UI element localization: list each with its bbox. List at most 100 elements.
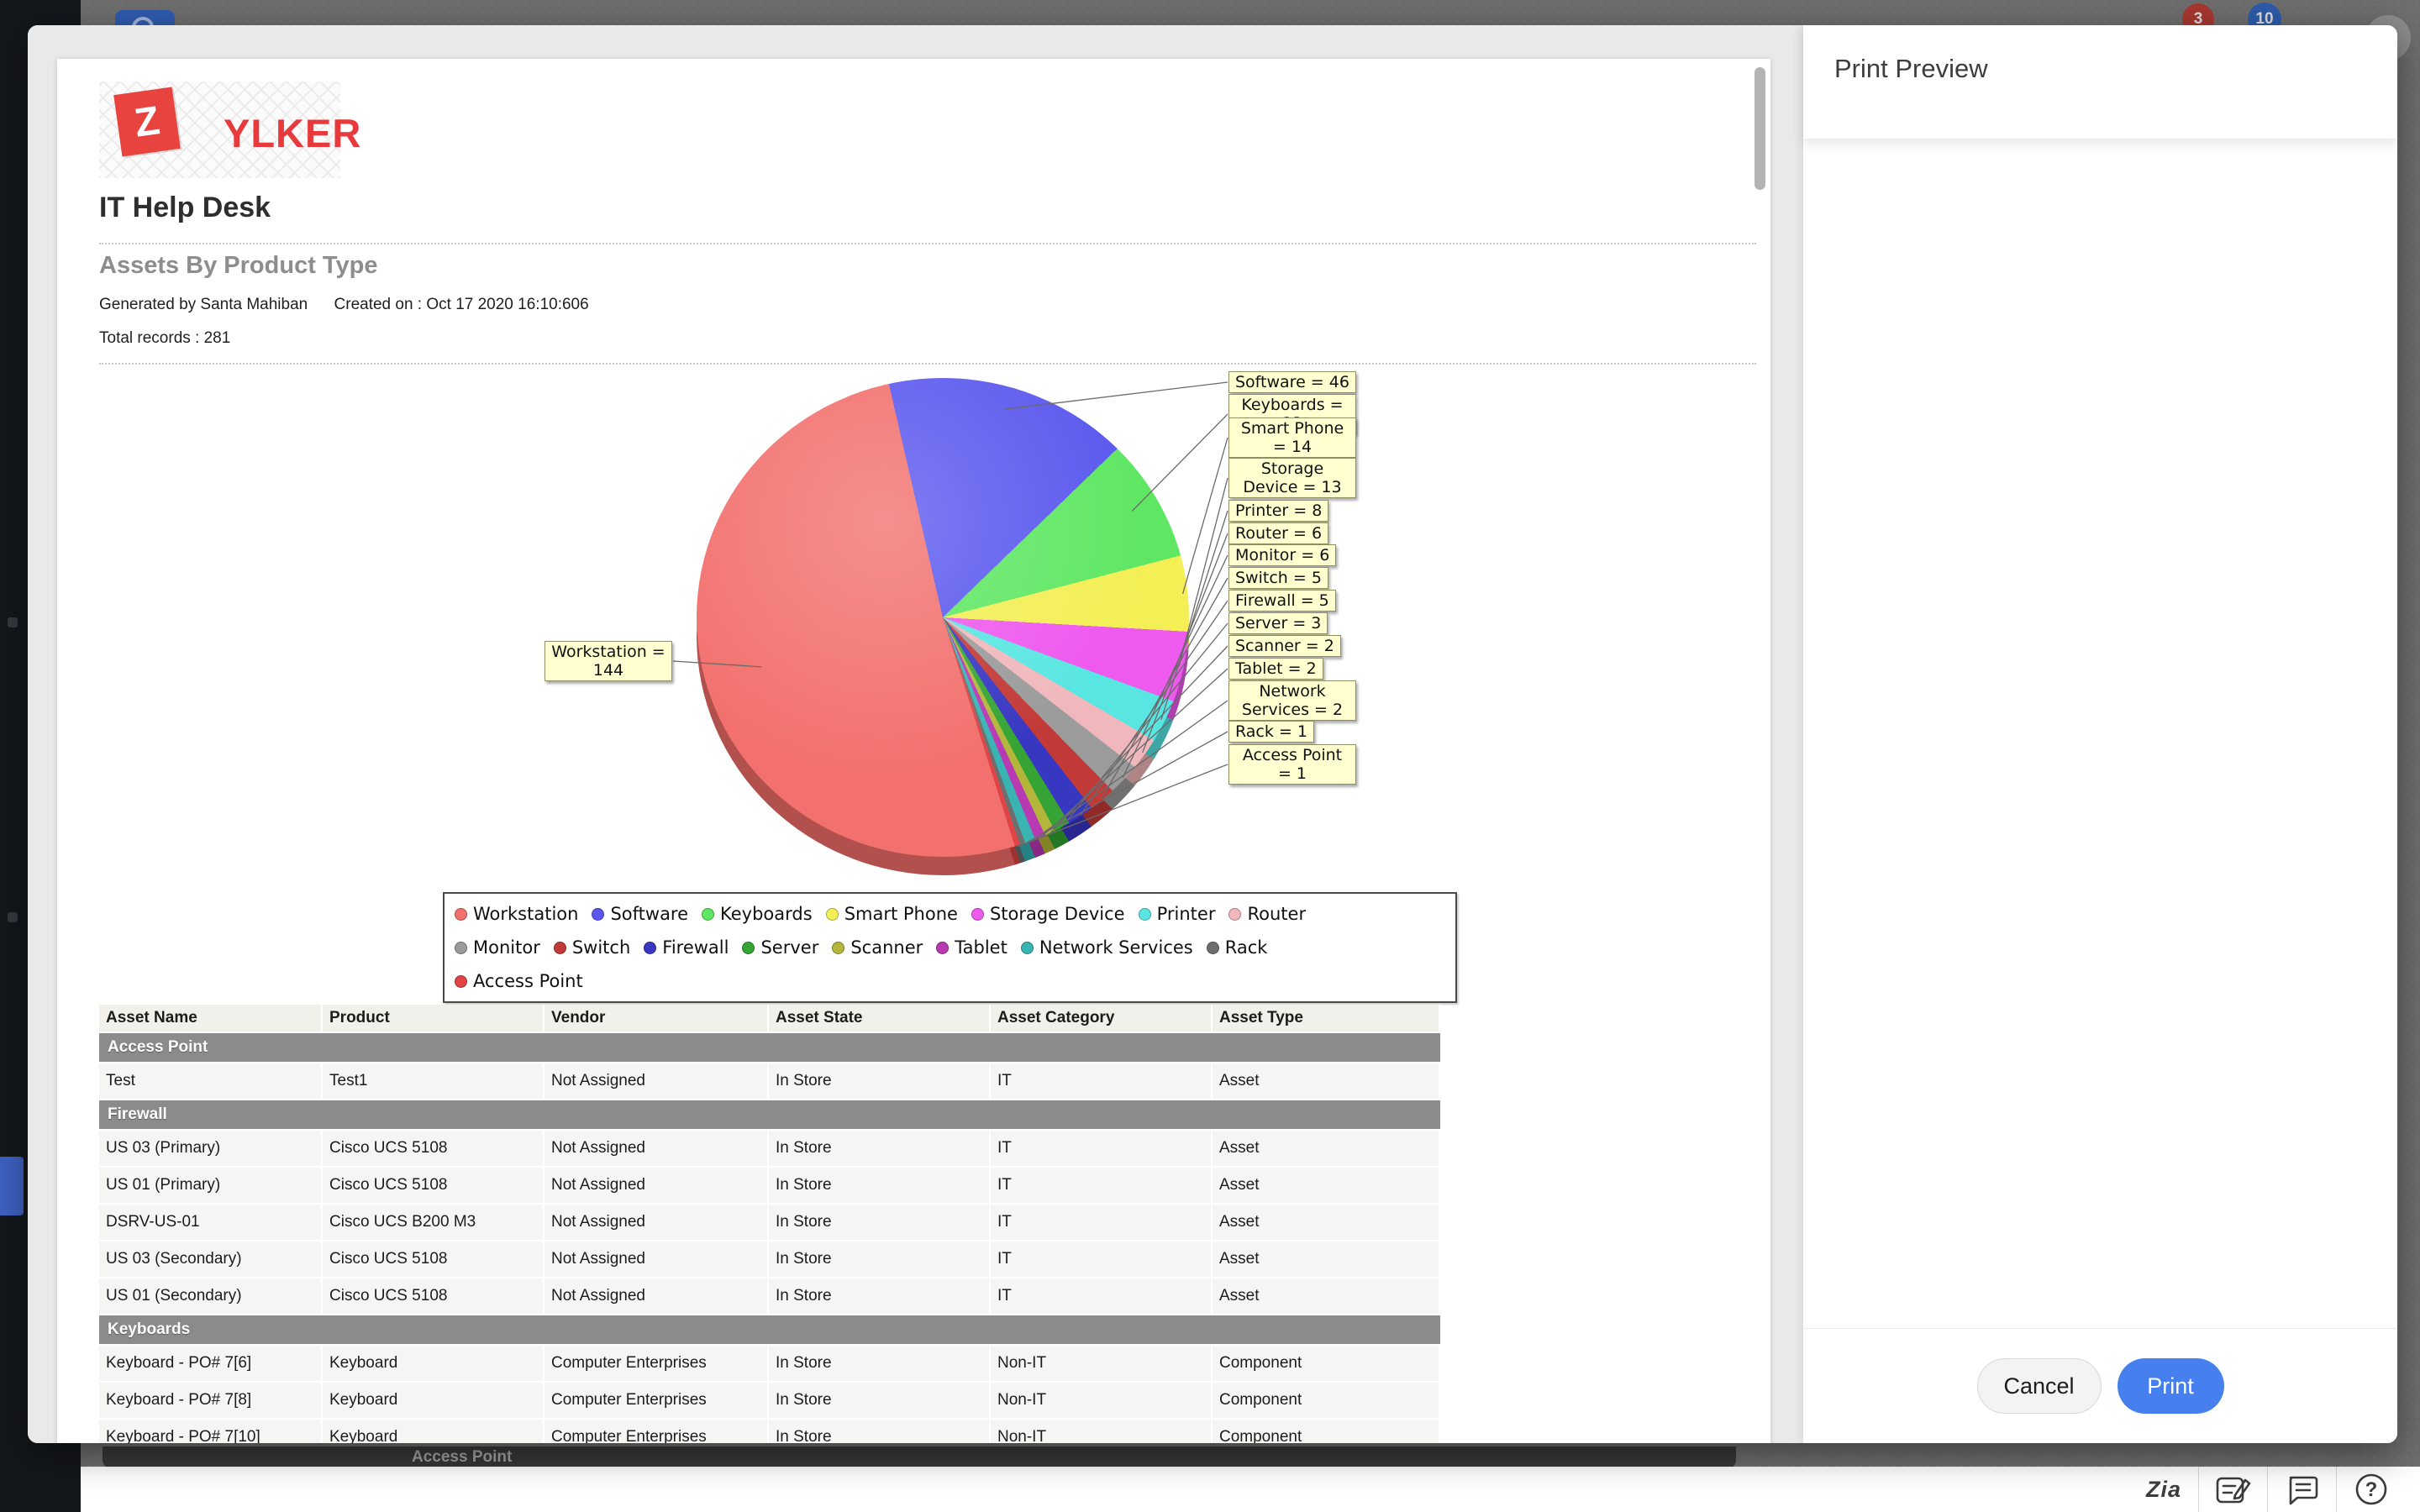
sidebar-icon <box>8 617 18 627</box>
zylker-logo-text: YLKER <box>224 111 362 155</box>
column-header: Asset Category <box>991 1005 1213 1032</box>
table-cell: In Store <box>769 1168 991 1203</box>
column-header: Asset Type <box>1213 1005 1440 1032</box>
table-cell: Not Assigned <box>544 1168 769 1203</box>
legend-item: Network Services <box>1020 937 1193 958</box>
zylker-logo-mark: Z <box>113 87 181 157</box>
table-cell: Cisco UCS 5108 <box>323 1131 544 1166</box>
table-cell: Not Assigned <box>544 1278 769 1314</box>
table-cell: Non-IT <box>991 1420 1213 1443</box>
column-header: Asset State <box>769 1005 991 1032</box>
legend-color-dot <box>825 907 839 921</box>
pie-callout: Rack = 1 <box>1228 721 1314 743</box>
divider <box>99 243 1756 244</box>
divider <box>99 363 1756 365</box>
table-cell: Keyboard <box>323 1420 544 1443</box>
table-cell: US 01 (Primary) <box>99 1168 323 1203</box>
print-button[interactable]: Print <box>2117 1358 2224 1414</box>
pie-callout: Switch = 5 <box>1228 567 1328 589</box>
table-cell: Not Assigned <box>544 1242 769 1277</box>
table-cell: Computer Enterprises <box>544 1420 769 1443</box>
table-group-header: Firewall <box>99 1100 1440 1129</box>
table-cell: Non-IT <box>991 1346 1213 1381</box>
table-cell: Asset <box>1213 1168 1440 1203</box>
column-header: Vendor <box>544 1005 769 1032</box>
table-cell: Non-IT <box>991 1383 1213 1418</box>
table-cell: Cisco UCS 5108 <box>323 1168 544 1203</box>
table-header-row: Asset Name Product Vendor Asset State Asset … <box>99 1005 1440 1032</box>
zylker-logo: Z YLKER <box>99 81 360 178</box>
pie-callout: Network Services = 2 <box>1228 680 1356 721</box>
legend-item: Firewall <box>644 937 729 958</box>
table-cell: Not Assigned <box>544 1063 769 1099</box>
table-row: US 01 (Secondary) Cisco UCS 5108 Not Assig… <box>99 1278 1440 1314</box>
table-cell: IT <box>991 1278 1213 1314</box>
report-title: Assets By Product Type <box>99 252 378 279</box>
pie-callout: Storage Device = 13 <box>1228 458 1356 498</box>
legend-color-dot <box>1138 907 1151 921</box>
table-group-header: Keyboards <box>99 1315 1440 1344</box>
zia-assistant-button[interactable]: Zia <box>2129 1467 2198 1512</box>
table-cell: Cisco UCS 5108 <box>323 1242 544 1277</box>
dimmed-sticky-group-header: Access Point <box>103 1446 1736 1468</box>
table-row: Keyboard - PO# 7[8] Keyboard Computer Ente… <box>99 1383 1440 1418</box>
table-cell: Cisco UCS 5108 <box>323 1278 544 1314</box>
table-cell: Keyboard - PO# 7[10] <box>99 1420 323 1443</box>
legend-item: Rack <box>1206 937 1267 958</box>
legend-color-dot <box>455 974 467 988</box>
table-cell: In Store <box>769 1063 991 1099</box>
table-cell: In Store <box>769 1383 991 1418</box>
table-cell: Keyboard - PO# 7[8] <box>99 1383 323 1418</box>
table-cell: Asset <box>1213 1063 1440 1099</box>
legend-item: Router <box>1228 904 1306 924</box>
table-cell: Keyboard - PO# 7[6] <box>99 1346 323 1381</box>
cancel-button[interactable]: Cancel <box>1976 1358 2102 1414</box>
table-cell: Test <box>99 1063 323 1099</box>
generated-by: Generated by Santa Mahiban <box>99 296 308 313</box>
table-cell: Asset <box>1213 1131 1440 1166</box>
legend-item: Monitor <box>455 937 540 958</box>
table-cell: Keyboard <box>323 1346 544 1381</box>
legend-item: Printer <box>1138 904 1215 924</box>
table-row: Keyboard - PO# 7[10] Keyboard Computer Ent… <box>99 1420 1440 1443</box>
feedback-button[interactable] <box>2267 1467 2336 1512</box>
legend-item: Storage Device <box>971 904 1125 924</box>
table-cell: Not Assigned <box>544 1131 769 1166</box>
table-cell: IT <box>991 1242 1213 1277</box>
legend-item: Software <box>592 904 688 924</box>
legend-item: Keyboards <box>702 904 813 924</box>
print-panel: Print Preview Cancel Print <box>1803 25 2397 1443</box>
print-preview-modal: Z YLKER IT Help Desk Assets By Product T… <box>28 25 2397 1443</box>
table-row: US 01 (Primary) Cisco UCS 5108 Not Assigne… <box>99 1168 1440 1203</box>
sticky-group-header-label: Access Point <box>412 1448 513 1466</box>
table-cell: Asset <box>1213 1278 1440 1314</box>
pie-callout: Smart Phone = 14 <box>1228 417 1356 458</box>
pie-callout: Software = 46 <box>1228 371 1356 393</box>
table-cell: Asset <box>1213 1242 1440 1277</box>
print-panel-footer: Cancel Print <box>1803 1328 2397 1443</box>
legend-color-dot <box>644 941 657 954</box>
table-row: US 03 (Secondary) Cisco UCS 5108 Not Assig… <box>99 1242 1440 1277</box>
help-icon: ? <box>2355 1473 2386 1505</box>
table-cell: IT <box>991 1168 1213 1203</box>
print-panel-title: Print Preview <box>1834 54 1988 83</box>
svg-text:?: ? <box>2365 1478 2377 1501</box>
table-cell: IT <box>991 1063 1213 1099</box>
table-cell: US 01 (Secondary) <box>99 1278 323 1314</box>
table-cell: Asset <box>1213 1205 1440 1240</box>
table-cell: In Store <box>769 1346 991 1381</box>
preview-scrollbar[interactable] <box>1754 67 1765 190</box>
table-cell: Component <box>1213 1383 1440 1418</box>
table-group-header: Access Point <box>99 1033 1440 1062</box>
legend-color-dot <box>592 907 605 921</box>
legend-item: Access Point <box>455 971 583 991</box>
pie-callout: Printer = 8 <box>1228 500 1329 522</box>
report-meta: Generated by Santa Mahiban Created on : … <box>99 296 589 314</box>
help-button[interactable]: ? <box>2336 1467 2405 1512</box>
table-cell: Component <box>1213 1346 1440 1381</box>
pie-chart <box>697 378 1189 857</box>
annotate-button[interactable] <box>2198 1467 2267 1512</box>
pie-callout: Tablet = 2 <box>1228 658 1323 680</box>
table-cell: In Store <box>769 1242 991 1277</box>
